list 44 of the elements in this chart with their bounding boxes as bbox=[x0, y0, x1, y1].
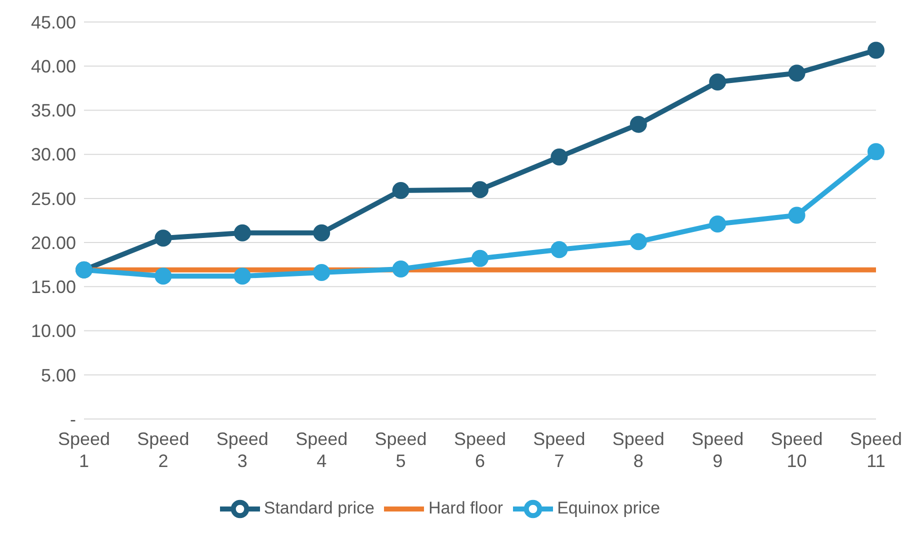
point bbox=[550, 148, 568, 166]
y-tick-label: 5.00 bbox=[40, 365, 76, 386]
point bbox=[234, 224, 251, 242]
x-tick-label: Speed 1 bbox=[58, 429, 110, 471]
x-tick-label: Speed 6 bbox=[454, 429, 506, 471]
point bbox=[788, 206, 806, 224]
x-tick-label: Speed 5 bbox=[374, 429, 427, 471]
x-tick-label: Speed 2 bbox=[137, 429, 190, 471]
y-tick-label: 30.00 bbox=[30, 144, 76, 165]
x-tick-label: Speed 11 bbox=[850, 429, 902, 471]
x-tick-label: Speed 8 bbox=[612, 429, 664, 471]
x-tick-label: Speed 4 bbox=[296, 429, 348, 471]
point bbox=[154, 230, 172, 247]
y-tick-label: 40.00 bbox=[30, 56, 76, 76]
y-tick-label: 20.00 bbox=[30, 232, 76, 253]
legend-label: Hard floor bbox=[428, 498, 504, 518]
legend-label: Equinox price bbox=[557, 498, 660, 518]
x-tick-label: Speed 9 bbox=[692, 429, 744, 471]
point bbox=[234, 268, 251, 285]
point bbox=[709, 73, 726, 90]
y-tick-label: 45.00 bbox=[30, 12, 76, 32]
point bbox=[550, 241, 568, 258]
point bbox=[313, 264, 330, 282]
point bbox=[154, 268, 172, 285]
y-tick-label: 25.00 bbox=[30, 188, 76, 209]
point bbox=[313, 224, 330, 242]
x-tick-label: Speed 7 bbox=[533, 429, 586, 471]
point bbox=[392, 182, 410, 200]
y-tick-label: 15.00 bbox=[30, 277, 76, 298]
point bbox=[630, 233, 647, 250]
point bbox=[392, 260, 410, 278]
y-tick-label: - bbox=[70, 409, 76, 430]
point bbox=[472, 181, 488, 198]
point bbox=[630, 116, 647, 133]
y-tick-label: 10.00 bbox=[30, 321, 76, 342]
point bbox=[868, 42, 884, 59]
point bbox=[788, 64, 806, 82]
x-tick-label: Speed 10 bbox=[770, 429, 823, 471]
point bbox=[472, 250, 488, 267]
x-tick-label: Speed 3 bbox=[216, 429, 268, 471]
legend-label: Standard price bbox=[264, 498, 374, 518]
point bbox=[868, 143, 884, 160]
y-tick-label: 35.00 bbox=[30, 100, 76, 121]
point bbox=[709, 216, 726, 233]
